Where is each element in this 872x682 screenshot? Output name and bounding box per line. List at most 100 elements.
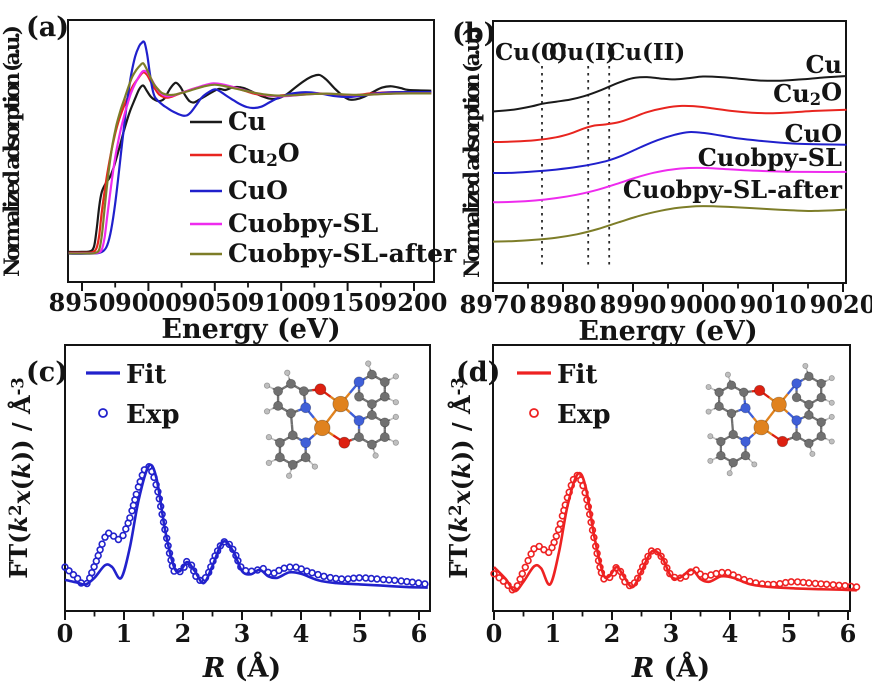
- exp-marker: [280, 564, 288, 572]
- exp-marker: [94, 551, 102, 560]
- atom-O: [338, 436, 351, 449]
- atom-H: [265, 459, 273, 467]
- annotation-label: Cu(II): [607, 39, 685, 66]
- exp-marker: [499, 577, 508, 585]
- atom-N: [353, 376, 365, 388]
- atom-H: [828, 399, 835, 406]
- atom-C: [728, 429, 738, 440]
- legend-label: Cu: [228, 107, 266, 136]
- atom-C: [791, 392, 802, 403]
- atom-H: [828, 375, 835, 382]
- exp-scatter: [61, 462, 429, 588]
- exp-marker: [692, 566, 700, 574]
- x-tick-label: 4: [722, 619, 739, 648]
- exp-marker: [544, 548, 553, 557]
- exp-marker: [164, 542, 172, 550]
- exp-marker: [592, 542, 600, 550]
- exp-marker: [73, 574, 82, 583]
- exp-marker: [152, 481, 160, 489]
- x-tick-label: 2: [175, 619, 192, 648]
- exp-marker: [150, 473, 158, 482]
- exp-marker: [556, 520, 565, 528]
- x-tick-label: 9150: [314, 288, 381, 317]
- atom-H: [828, 438, 835, 445]
- fit-line: [493, 471, 857, 593]
- atom-H: [705, 408, 712, 415]
- exp-marker: [201, 574, 210, 582]
- atom-C: [816, 417, 826, 427]
- exp-marker: [237, 563, 245, 571]
- atom-H: [365, 360, 372, 367]
- atom-C: [726, 380, 737, 390]
- x-axis-title: R (Å): [631, 650, 710, 682]
- exp-marker: [852, 583, 861, 591]
- atom-C: [285, 408, 296, 419]
- atom-N: [300, 437, 312, 449]
- atom-H: [707, 433, 714, 440]
- atom-C: [816, 378, 826, 389]
- exp-marker: [122, 525, 130, 533]
- panel-c-exafs-fit-blue: Fit Exp 0 1 2 3 4 5 6 R (Å) FT(k2x(k)) / Å-3(c): [4, 344, 431, 682]
- x-tick-label: 9050: [181, 288, 248, 317]
- legend-circle-swatch: [529, 408, 539, 418]
- exp-marker: [573, 471, 582, 480]
- exp-marker: [841, 582, 849, 590]
- x-axis-title: R (Å): [202, 650, 281, 682]
- panel-letter: (d): [456, 357, 500, 388]
- exp-marker: [234, 557, 242, 565]
- x-tick-label: 0: [486, 619, 503, 648]
- exp-marker: [508, 586, 517, 594]
- exp-marker: [504, 581, 512, 590]
- legend-label: CuO: [228, 176, 288, 205]
- atom-H: [707, 457, 714, 464]
- exp-marker: [565, 488, 573, 496]
- exp-marker: [373, 575, 381, 583]
- panel-d-exafs-fit-red: Fit Exp 0 1 2 3 4 5 6 R (Å) FT(k2x(k)) / Å-3(d): [444, 344, 861, 682]
- exp-marker: [584, 503, 593, 511]
- curve-label: Cuobpy-SL-after: [623, 175, 842, 204]
- x-tick-label: 8970: [460, 290, 527, 319]
- exp-marker: [69, 571, 78, 579]
- exp-marker: [136, 478, 144, 486]
- exp-marker: [165, 549, 174, 557]
- atom-H: [392, 413, 399, 421]
- exp-marker: [337, 575, 346, 583]
- x-tick-label: 4: [293, 619, 310, 648]
- atom-C: [273, 386, 284, 397]
- exp-marker: [587, 518, 595, 527]
- panel-letter: (b): [452, 18, 496, 49]
- panel-letter: (a): [26, 12, 69, 43]
- exp-marker: [606, 573, 614, 582]
- atom-Cu: [332, 395, 349, 413]
- fit-line: [64, 463, 428, 589]
- exp-marker: [593, 549, 601, 558]
- x-tick-label: 8950: [49, 288, 116, 317]
- exp-marker: [109, 532, 118, 540]
- exp-marker: [521, 563, 530, 572]
- legend-label-fit: Fit: [557, 360, 597, 390]
- y-axis-title: FT(k2x(k)) / Å-3: [444, 377, 476, 579]
- molecule-inset: [705, 362, 835, 477]
- atom-C: [716, 436, 726, 447]
- exp-marker: [822, 580, 831, 589]
- plot-frame: [64, 344, 431, 612]
- x-tick-label: 5: [352, 619, 369, 648]
- series-Cuobpy-SL-after: [492, 205, 847, 243]
- atom-C: [716, 450, 726, 461]
- molecule-inset: [263, 360, 399, 479]
- atom-C: [300, 452, 311, 463]
- atom-C: [366, 369, 377, 380]
- exp-marker: [207, 563, 215, 571]
- legend-label-exp: Exp: [126, 400, 180, 430]
- atom-N: [791, 378, 802, 389]
- atom-C: [379, 376, 390, 387]
- atom-C: [285, 378, 296, 389]
- exp-marker: [183, 557, 191, 566]
- annotation-label: Cu(I): [549, 39, 617, 66]
- curve-label: Cu2O: [773, 78, 842, 109]
- x-axis-title: Energy (eV): [578, 316, 757, 347]
- atom-C: [287, 459, 298, 470]
- legend-label: Cuobpy-SL-after: [228, 239, 457, 268]
- exp-marker: [524, 556, 532, 565]
- atom-H: [263, 408, 271, 415]
